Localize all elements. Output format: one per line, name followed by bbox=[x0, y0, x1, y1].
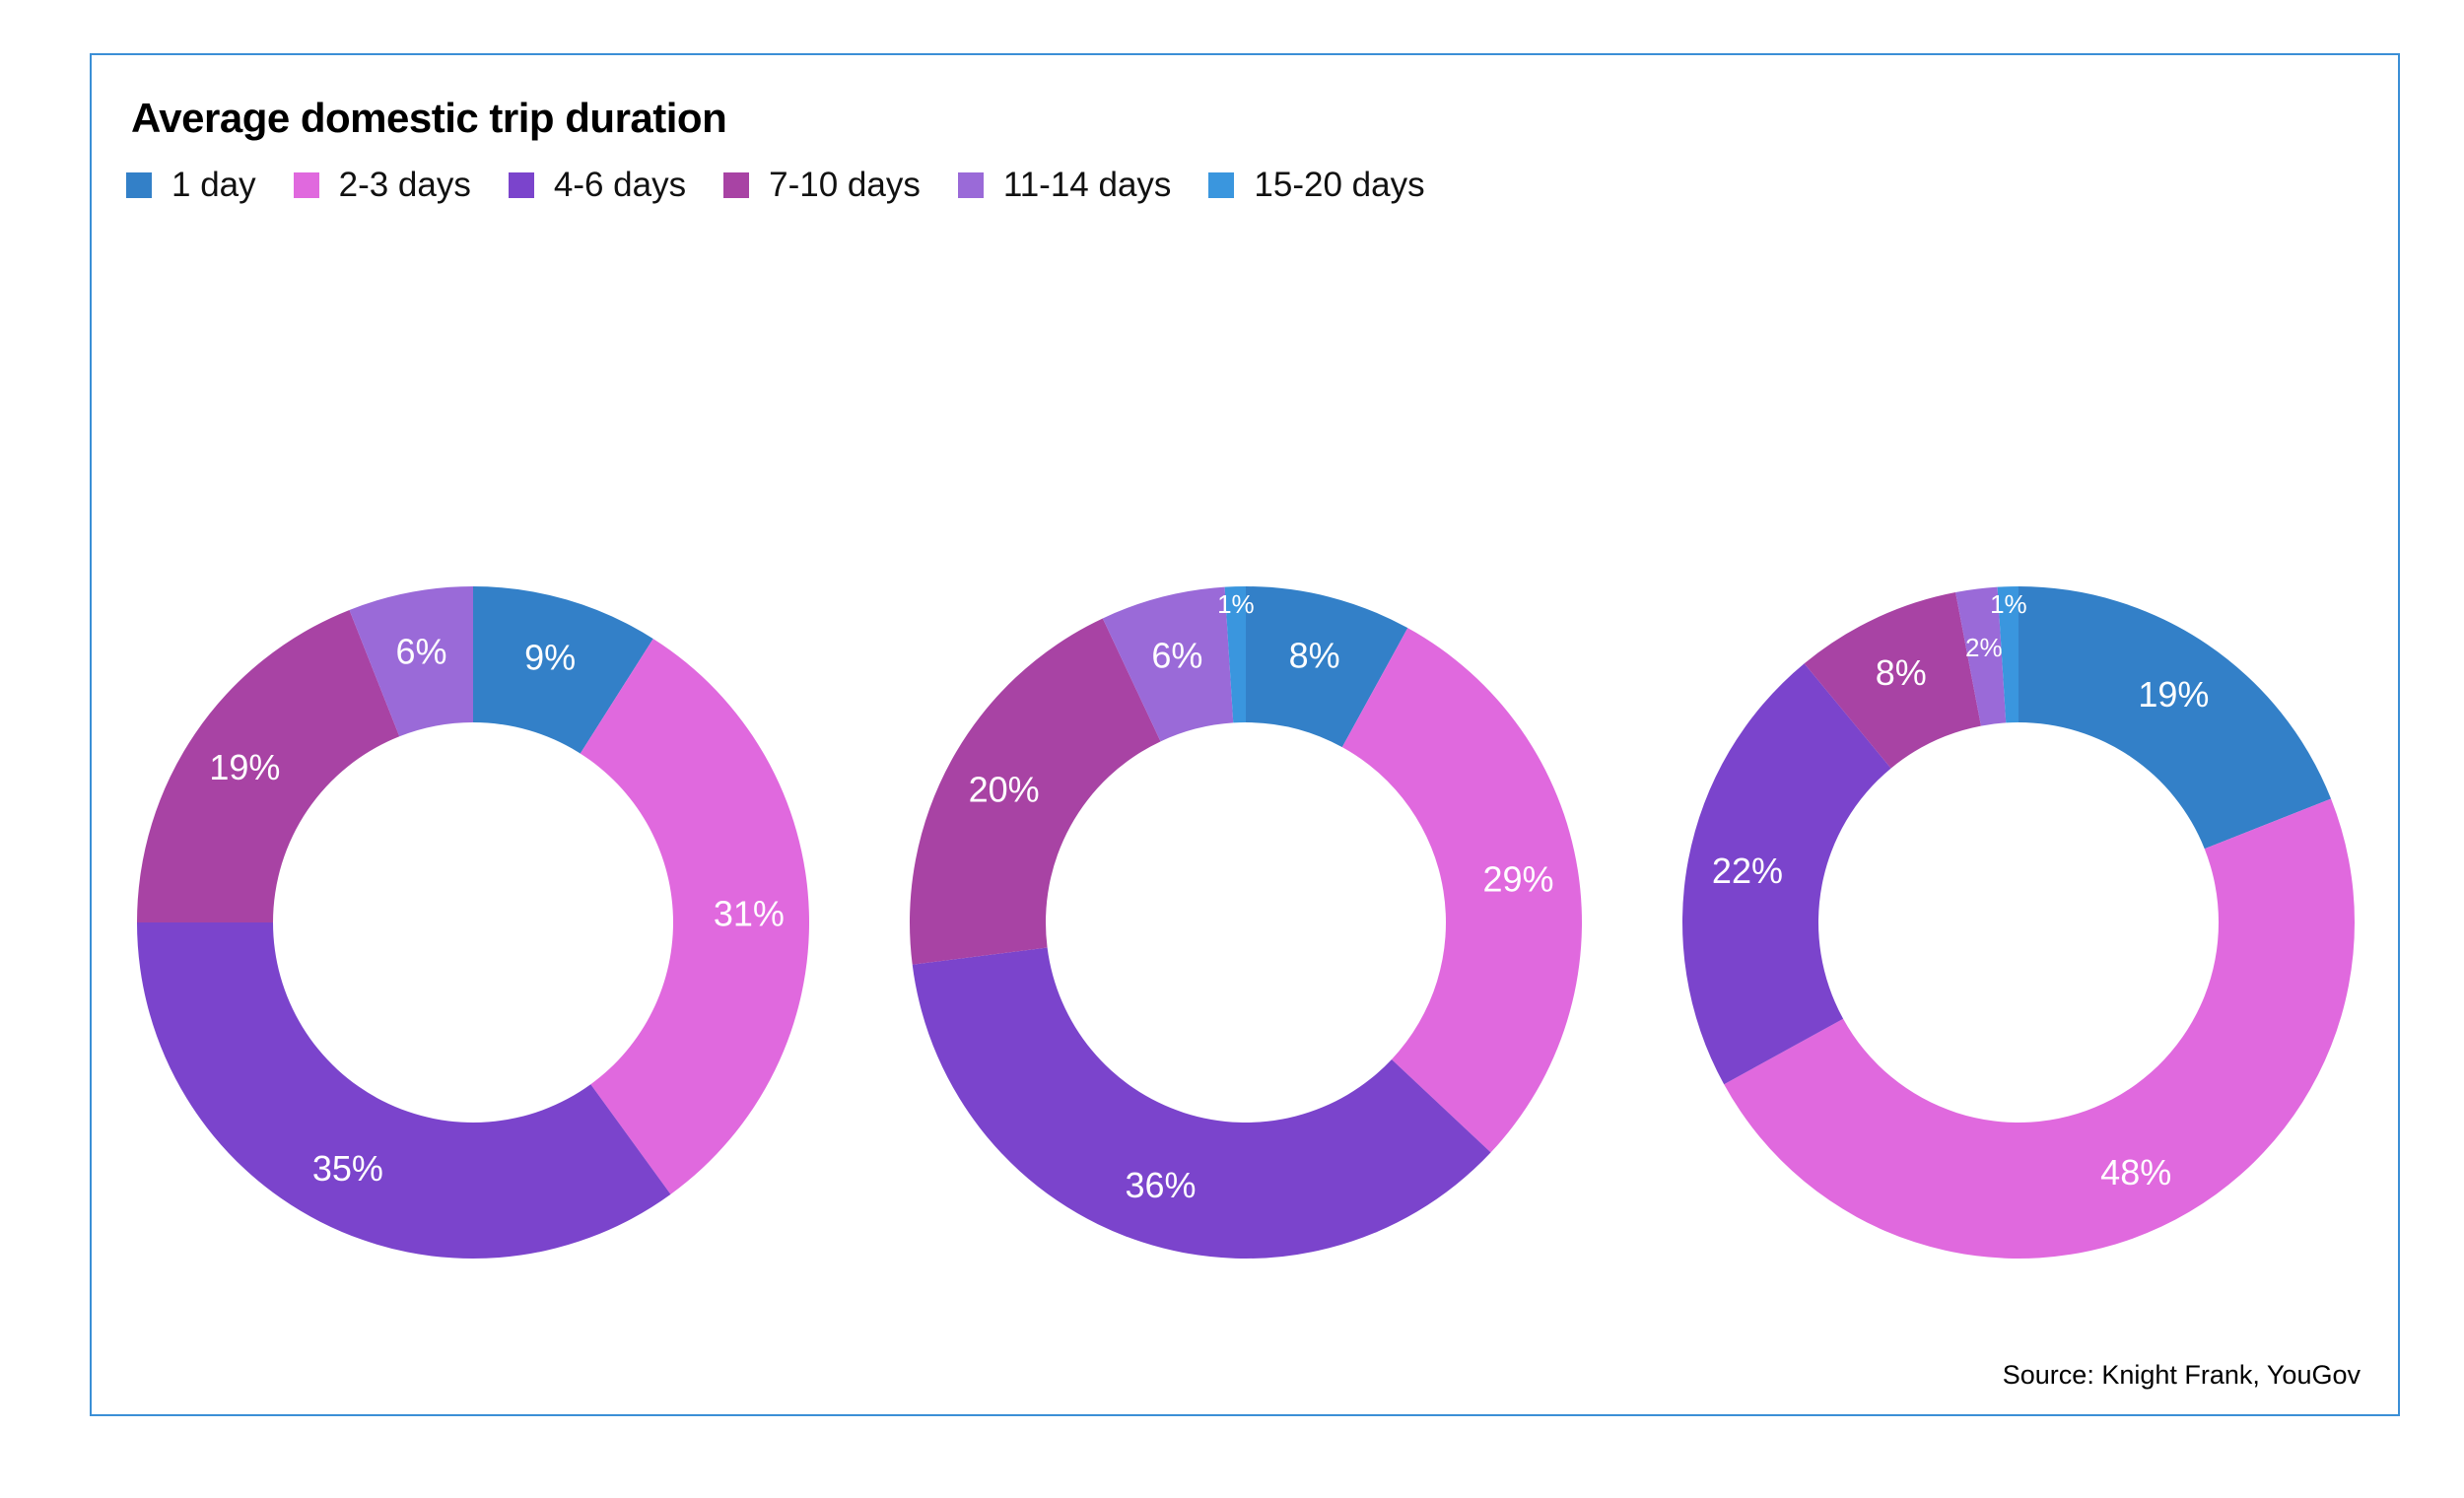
legend-label: 4-6 days bbox=[553, 166, 687, 204]
data-label: 2% bbox=[1965, 633, 2003, 662]
slice-15-20-days bbox=[1997, 586, 2019, 723]
slice-4-6-days bbox=[912, 947, 1491, 1259]
legend-item-4-6-days: 4-6 days bbox=[508, 166, 687, 205]
slice-11-14-days bbox=[349, 586, 473, 737]
data-label: 22% bbox=[1712, 851, 1783, 891]
legend-swatch bbox=[1208, 172, 1235, 198]
data-label: 8% bbox=[1289, 635, 1340, 675]
data-label: 19% bbox=[209, 747, 280, 787]
chart-frame bbox=[90, 53, 2400, 1416]
data-label: 20% bbox=[969, 770, 1040, 810]
data-label: 6% bbox=[396, 631, 447, 671]
legend-item-15-20-days: 15-20 days bbox=[1208, 166, 1425, 205]
legend-swatch bbox=[723, 172, 750, 198]
data-label: 35% bbox=[312, 1148, 383, 1189]
legend-label: 1 day bbox=[171, 166, 256, 204]
slice-11-14-days bbox=[1955, 586, 2007, 726]
data-label: 48% bbox=[2100, 1152, 2171, 1192]
slice-11-14-days bbox=[1102, 586, 1234, 742]
data-label: 8% bbox=[1876, 652, 1927, 693]
donut-chart-1: 9% 31% 35% 19% 6% bbox=[136, 586, 809, 1259]
legend: 1 day 2-3 days 4-6 days 7-10 days 11-14 … bbox=[126, 166, 1425, 205]
source-note: Source: Knight Frank, YouGov bbox=[2002, 1360, 2361, 1390]
slice-7-10-days bbox=[909, 618, 1161, 965]
data-label: 1% bbox=[1990, 589, 2027, 619]
slice-1-day bbox=[2019, 586, 2332, 850]
legend-item-1-day: 1 day bbox=[126, 166, 256, 205]
data-label: 36% bbox=[1125, 1165, 1196, 1205]
chart-title: Average domestic trip duration bbox=[131, 95, 727, 141]
data-label: 6% bbox=[1151, 635, 1202, 675]
data-label: 31% bbox=[714, 894, 785, 934]
legend-swatch bbox=[508, 172, 534, 198]
slice-4-6-days bbox=[136, 922, 671, 1259]
slice-2-3-days bbox=[580, 639, 809, 1194]
donut-chart-3: 19% 48% 22% 8% 2% 1% bbox=[1682, 586, 2355, 1259]
data-label: 9% bbox=[524, 638, 576, 678]
legend-item-7-10-days: 7-10 days bbox=[723, 166, 921, 205]
data-label: 1% bbox=[1217, 589, 1255, 619]
slice-1-day bbox=[473, 586, 653, 754]
legend-label: 7-10 days bbox=[769, 166, 921, 204]
legend-label: 11-14 days bbox=[1002, 166, 1172, 204]
legend-swatch bbox=[126, 172, 152, 198]
legend-item-11-14-days: 11-14 days bbox=[957, 166, 1172, 205]
slice-15-20-days bbox=[1224, 586, 1246, 723]
data-label: 19% bbox=[2138, 674, 2209, 715]
slice-1-day bbox=[1246, 586, 1408, 748]
data-label: 29% bbox=[1483, 859, 1554, 900]
slice-7-10-days bbox=[137, 609, 400, 922]
slice-2-3-days bbox=[1724, 798, 2355, 1259]
slice-7-10-days bbox=[1804, 592, 1981, 769]
slice-4-6-days bbox=[1682, 663, 1891, 1085]
legend-swatch bbox=[957, 172, 984, 198]
legend-label: 15-20 days bbox=[1254, 166, 1425, 204]
legend-item-2-3-days: 2-3 days bbox=[293, 166, 471, 205]
legend-label: 2-3 days bbox=[338, 166, 471, 204]
legend-swatch bbox=[293, 172, 319, 198]
slice-2-3-days bbox=[1341, 628, 1582, 1153]
donut-chart-2: 8% 29% 36% 20% 6% 1% bbox=[909, 586, 1582, 1259]
